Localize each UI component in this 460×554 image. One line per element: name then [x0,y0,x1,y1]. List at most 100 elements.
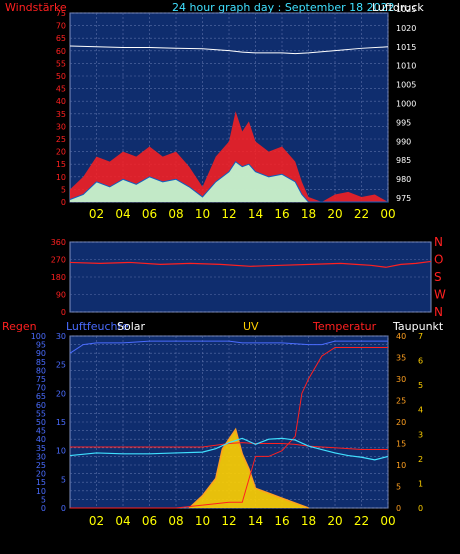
y4-tick-label: 1 [418,479,423,488]
x-tick-label: 14 [248,207,263,221]
y-tick-label: 25 [56,135,66,144]
y-tick-label: 5 [61,185,66,194]
y4-tick-label: 2 [418,455,423,464]
x-tick-label: 02 [89,207,104,221]
y-tick-label: 60 [56,47,66,56]
y-tick-label: 35 [56,110,66,119]
y-tick-label: 10 [36,487,46,496]
y-tick-label: 65 [36,392,46,401]
y2-tick-label: 990 [396,137,411,146]
x-tick-label: 16 [274,207,289,221]
y2-tick-label: 1005 [396,81,416,90]
x-tick-label: 10 [195,514,210,528]
y-tick-label: 10 [56,173,66,182]
y3-tick-label: 5 [396,483,401,492]
y-tick-label: 70 [36,384,46,393]
y2-tick-label: 5 [61,475,66,484]
y-tick-label: 5 [41,495,46,504]
compass-label: N [434,235,443,249]
y-tick-label: 95 [36,341,46,350]
series-luftdruck [69,45,389,55]
solar-label: Solar [117,320,146,333]
y2-tick-label: 10 [56,447,66,456]
y2-tick-label: 980 [396,175,411,184]
luftfeuchte-label: Luftfeuchte [66,320,129,333]
y-tick-label: 30 [36,452,46,461]
y2-tick-label: 15 [56,418,66,427]
y-tick-label: 35 [36,444,46,453]
y3-tick-label: 25 [396,397,406,406]
y2-tick-label: 1015 [396,43,416,52]
y-tick-label: 100 [31,332,46,341]
y-tick-label: 90 [56,291,66,300]
y2-tick-label: 1025 [396,5,416,14]
luftdruck-label: Luftdruck [372,1,424,14]
temperatur-label: Temperatur [312,320,377,333]
x-tick-label: 22 [354,514,369,528]
y2-tick-label: 1020 [396,24,416,33]
y3-tick-label: 40 [396,332,406,341]
y2-tick-label: 0 [61,504,66,513]
y4-tick-label: 6 [418,357,423,366]
y-tick-label: 270 [51,256,66,265]
y-tick-label: 85 [36,358,46,367]
y-tick-label: 20 [56,148,66,157]
x-tick-label: 20 [327,207,342,221]
y-tick-label: 75 [36,375,46,384]
y-tick-label: 75 [56,9,66,18]
y3-tick-label: 0 [396,504,401,513]
y2-tick-label: 25 [56,361,66,370]
y-tick-label: 20 [36,470,46,479]
compass-label: W [434,288,446,302]
series-temperatur [69,437,389,461]
x-tick-label: 02 [89,514,104,528]
compass-label: S [434,270,442,284]
y-tick-label: 40 [36,435,46,444]
y-tick-label: 0 [41,504,46,513]
x-tick-label: 12 [221,514,236,528]
taupunkt-label: Taupunkt [392,320,444,333]
y-tick-label: 70 [56,22,66,31]
x-tick-label: 22 [354,207,369,221]
y2-tick-label: 995 [396,118,411,127]
y3-tick-label: 10 [396,461,406,470]
y-tick-label: 55 [36,409,46,418]
y3-tick-label: 20 [396,418,406,427]
x-tick-label: 18 [301,207,316,221]
y4-tick-label: 7 [418,332,423,341]
y-tick-label: 0 [61,198,66,207]
windstaerke-label: Windstärke [5,1,67,14]
series-wind [70,161,388,202]
y3-tick-label: 15 [396,440,406,449]
regen-label: Regen [2,320,37,333]
compass-label: O [434,253,443,267]
y-tick-label: 45 [56,85,66,94]
x-tick-label: 06 [142,514,157,528]
y-tick-label: 0 [61,308,66,317]
y3-tick-label: 35 [396,354,406,363]
x-tick-label: 10 [195,207,210,221]
x-tick-label: 06 [142,207,157,221]
y2-tick-label: 1000 [396,100,416,109]
y-tick-label: 50 [56,72,66,81]
x-tick-label: 16 [274,514,289,528]
y-tick-label: 180 [51,273,66,282]
y2-tick-label: 975 [396,194,411,203]
y2-tick-label: 20 [56,389,66,398]
x-tick-label: 08 [168,207,183,221]
x-tick-label: 12 [221,207,236,221]
x-tick-label: 20 [327,514,342,528]
chart-title: 24 hour graph day : September 18 2022 [172,1,395,14]
y2-tick-label: 30 [56,332,66,341]
x-tick-label: 00 [380,207,395,221]
series-windrichtung [69,260,432,268]
y2-tick-label: 985 [396,156,411,165]
wind-pressure-panel: 0510152025303540455055606570759759809859… [56,5,417,221]
x-tick-label: 04 [115,514,130,528]
x-tick-label: 00 [380,514,395,528]
y-tick-label: 55 [56,59,66,68]
series-wind-line [69,160,388,203]
x-tick-label: 18 [301,514,316,528]
y-tick-label: 15 [36,478,46,487]
